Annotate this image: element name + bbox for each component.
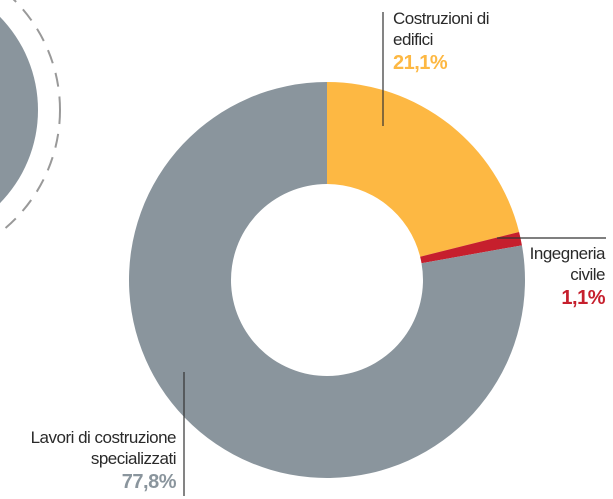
label: Ingegneria civile 1,1% bbox=[505, 243, 606, 311]
value-label: 77,8% bbox=[121, 471, 177, 493]
decor-circle bbox=[0, 16, 38, 204]
slice bbox=[128, 82, 526, 478]
value-label: 21,1% bbox=[393, 52, 448, 74]
category-label: Lavori di costruzione specializzati bbox=[30, 428, 177, 468]
value-label: 1,1% bbox=[561, 287, 605, 309]
label: Costruzioni di edifici 21,1% bbox=[393, 8, 493, 76]
label: Lavori di costruzione specializzati 77,8… bbox=[0, 427, 177, 495]
category-label: Costruzioni di edifici bbox=[393, 9, 490, 49]
category-label: Ingegneria civile bbox=[529, 244, 606, 284]
slice bbox=[420, 231, 522, 264]
slice bbox=[327, 82, 520, 257]
slices bbox=[128, 82, 526, 478]
decor-ring bbox=[0, 0, 61, 234]
